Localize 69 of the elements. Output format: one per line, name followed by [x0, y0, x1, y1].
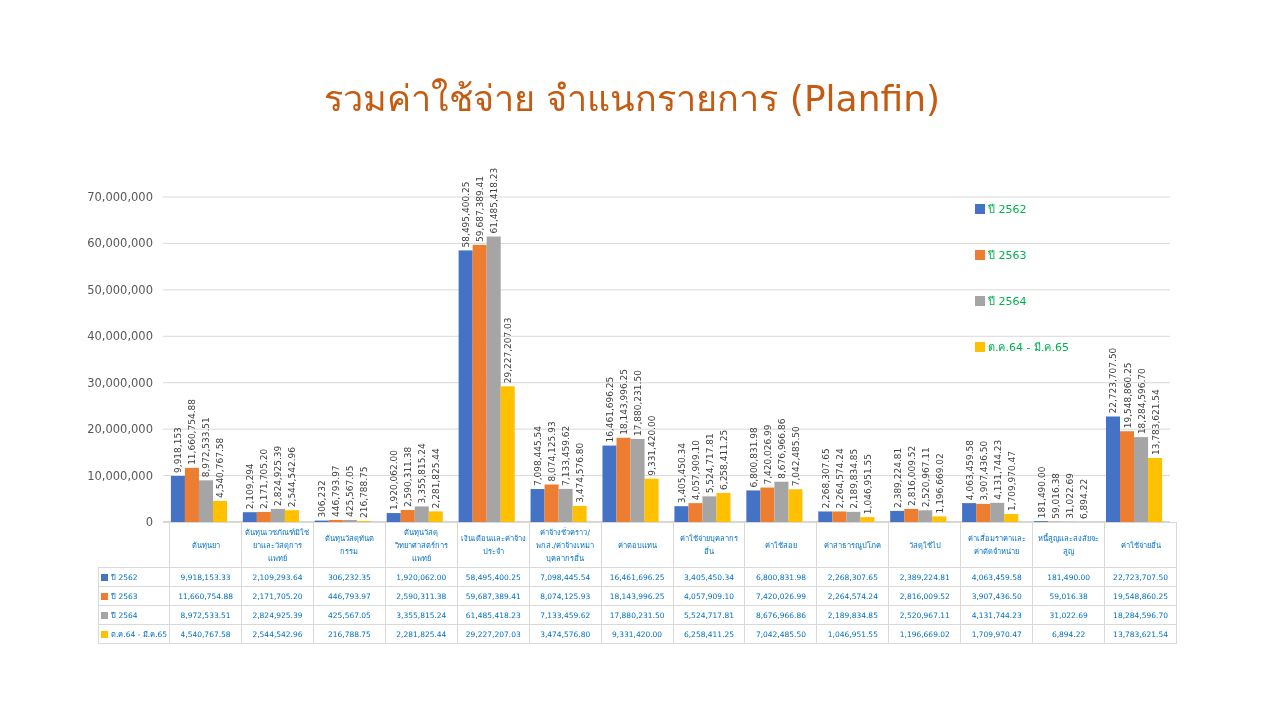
data-label: 13,783,621.54	[1150, 388, 1161, 455]
data-label: 2,189,834.85	[848, 448, 859, 509]
data-label: 18,284,596.70	[1136, 367, 1147, 435]
data-label: 1,920,062.00	[389, 449, 400, 511]
y-tick-label: 50,000,000	[87, 282, 153, 297]
data-label: 3,474,576.80	[575, 442, 586, 503]
data-label: 7,042,485.50	[790, 425, 801, 487]
data-label: 306,232	[317, 480, 328, 518]
y-tick-label: 60,000,000	[87, 236, 153, 251]
data-label: 1,046,951.55	[862, 454, 873, 515]
data-label: 425,567.05	[345, 465, 356, 518]
data-label: 2,281,825.44	[431, 448, 442, 509]
data-label: 6,258,411.25	[719, 429, 729, 490]
data-label: 16,461,696.25	[605, 376, 615, 443]
data-label: 61,485,418.23	[489, 167, 500, 234]
data-label: 2,816,009.52	[906, 445, 917, 506]
y-tick-label: 0	[145, 515, 153, 529]
data-label: 5,524,717.81	[704, 433, 715, 494]
legend-label: ต.ค.64 - มี.ค.65	[988, 341, 1069, 354]
legend-label: ปี 2562	[987, 203, 1027, 216]
data-label: 2,544,542.96	[287, 446, 298, 508]
data-label: 216,788.75	[359, 466, 370, 518]
data-label: 8,972,533.51	[201, 417, 212, 478]
chart-title: รวมค่าใช้จ่าย จำแนกรายการ (Planfin)	[322, 77, 942, 121]
data-label: 2,520,967.11	[920, 447, 931, 508]
data-label: 2,264,574.24	[834, 448, 845, 509]
data-label: 7,420,026.99	[762, 424, 773, 485]
data-label: 17,880,231.50	[633, 369, 644, 436]
legend-label: ปี 2564	[987, 295, 1027, 308]
data-label: 181,490.00	[1036, 466, 1047, 519]
data-label: 59,687,389.41	[475, 176, 486, 242]
data-label: 9,918,153	[173, 427, 184, 473]
data-label: 2,590,311.38	[403, 446, 414, 507]
data-label: 6,894.22	[1078, 478, 1089, 519]
data-label: 31,022.69	[1064, 472, 1075, 519]
data-label: 22,723,707.50	[1108, 347, 1119, 414]
data-label: 1,709,970.47	[1006, 450, 1017, 512]
data-label: 2,824,925.39	[273, 445, 284, 506]
data-label: 58,495,400.25	[461, 181, 472, 248]
data-label: 29,227,207.03	[503, 317, 514, 384]
data-label: 4,131,744.23	[992, 439, 1003, 500]
y-tick-label: 70,000,000	[87, 190, 153, 204]
data-label: 2,171,705.20	[259, 448, 270, 509]
y-tick-label: 30,000,000	[87, 375, 153, 390]
data-label: 59,016.38	[1050, 472, 1061, 519]
data-label: 446,793.97	[331, 465, 342, 517]
y-tick-label: 10,000,000	[87, 468, 153, 483]
data-label: 3,907,436.50	[978, 440, 989, 501]
data-label: 3,355,815.24	[417, 443, 428, 504]
data-label: 9,331,420.00	[647, 415, 658, 476]
data-label: 2,389,224.81	[892, 447, 903, 508]
data-label: 4,057,909.10	[690, 439, 701, 501]
y-tick-label: 20,000,000	[87, 422, 153, 437]
data-label: 19,548,860.25	[1122, 362, 1133, 429]
data-label: 4,063,459.58	[964, 439, 975, 501]
data-label: 6,800,831.98	[748, 427, 759, 488]
data-label: 4,540,767.58	[215, 437, 226, 498]
data-label: 18,143,996.25	[619, 368, 630, 435]
data-label: 7,098,445.54	[533, 425, 544, 487]
y-tick-label: 40,000,000	[87, 329, 153, 344]
data-label: 3,405,450.34	[676, 442, 687, 504]
data-label: 8,676,966.86	[776, 418, 787, 479]
data-label: 8,074,125.93	[547, 421, 558, 482]
data-label: 1,196,669.02	[934, 453, 945, 514]
legend-label: ปี 2563	[987, 249, 1027, 262]
data-label: 7,133,459.62	[561, 425, 572, 486]
data-label: 2,268,307.65	[820, 448, 831, 509]
data-label: 11,660,754.88	[187, 398, 198, 465]
data-label: 2,109,294	[245, 463, 256, 510]
